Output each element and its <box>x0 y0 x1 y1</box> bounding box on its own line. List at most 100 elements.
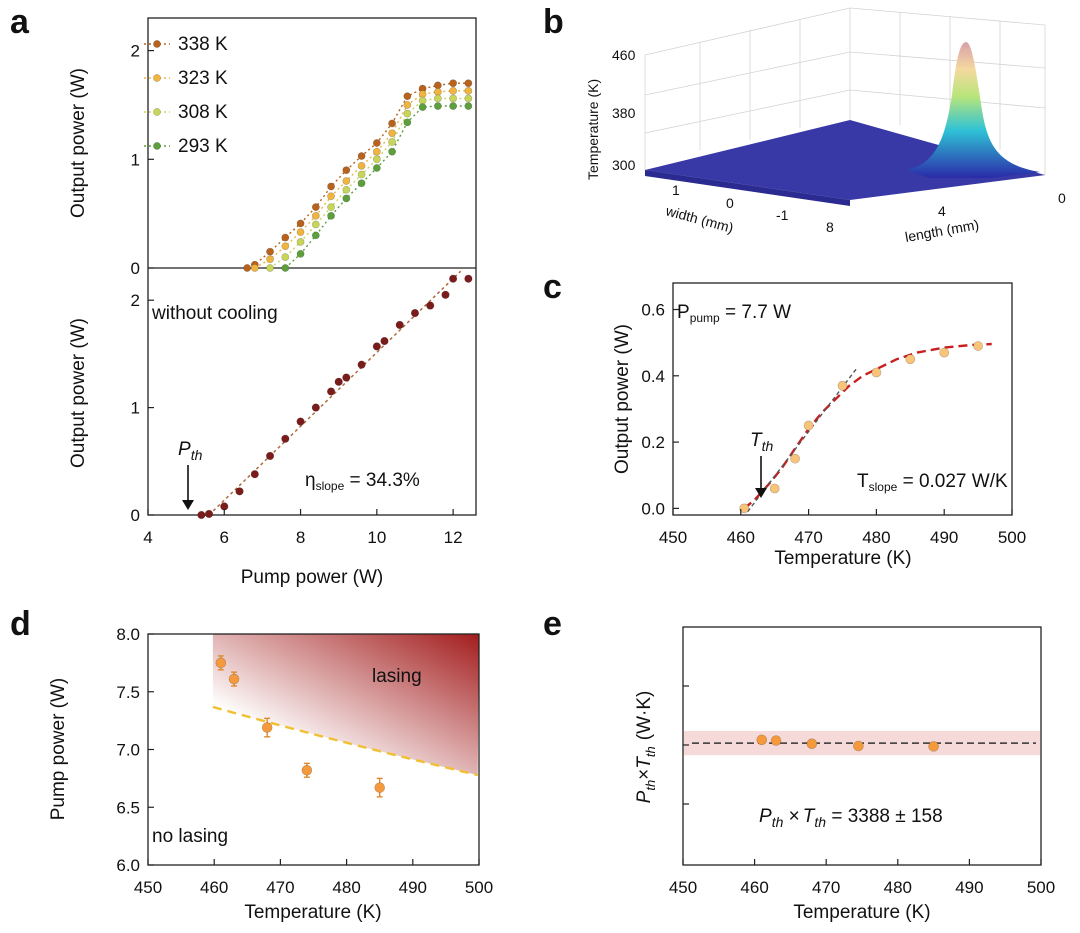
d-xtick-label: 460 <box>200 878 228 897</box>
a-top-line-293K <box>284 105 469 269</box>
c-point <box>803 420 814 431</box>
e-xtick-label: 500 <box>1027 878 1055 897</box>
c-point <box>905 354 916 365</box>
b-surface-base <box>645 120 1045 200</box>
legend-marker <box>153 40 161 48</box>
a-top-point <box>311 203 320 212</box>
b-width-tick-m1: -1 <box>776 207 789 223</box>
a-bottom-ylabel: Output power (W) <box>68 318 89 468</box>
panel-d: 450 460 470 480 490 500 6.0 6.5 7.0 7.5 8.0 Pump … <box>48 625 493 923</box>
a-bottom-xtick-label: 4 <box>143 528 152 547</box>
e-points <box>756 734 939 752</box>
c-point <box>973 341 983 351</box>
b-width-tick-0: 0 <box>726 195 734 211</box>
a-bottom-point <box>265 451 275 461</box>
a-bottom-point <box>410 309 420 318</box>
a-top-point <box>372 139 381 147</box>
a-top-ylabel: Output power (W) <box>68 68 89 218</box>
panel-b: 460 380 300 1 0 -1 8 4 0 Temperature (K)… <box>585 7 1066 245</box>
c-xtick-label: 470 <box>794 528 822 547</box>
a-top-point <box>342 166 351 175</box>
c-points <box>739 341 983 514</box>
a-top-point <box>449 102 458 110</box>
b-length-tick-4: 4 <box>938 203 946 219</box>
eta-slope-label: ηslope = 34.3% <box>305 470 420 493</box>
a-bottom-ytick-label: 2 <box>131 291 140 310</box>
a-bottom-point <box>281 434 290 443</box>
a-bottom-point <box>357 360 366 369</box>
b-width-tick-1: 1 <box>672 182 680 198</box>
a-top-point <box>403 118 412 127</box>
c-ytick-label: 0.2 <box>641 433 665 452</box>
e-point <box>756 734 768 746</box>
a-top-point <box>357 170 366 179</box>
a-bottom-points <box>197 274 473 520</box>
legend-label: 323 K <box>178 68 228 89</box>
d-ytick-label: 8.0 <box>116 625 140 644</box>
a-top-point <box>449 94 458 103</box>
d-xtick-label: 490 <box>399 878 427 897</box>
c-point <box>837 380 848 391</box>
a-top-point <box>311 231 320 240</box>
a-top-point <box>357 179 366 188</box>
a-bottom-point <box>426 301 435 310</box>
a-top-point <box>388 138 396 146</box>
c-xtick-label: 460 <box>727 528 755 547</box>
tslope-label: Tslope = 0.027 W/K <box>857 471 1008 494</box>
e-xlabel: Temperature (K) <box>793 902 930 923</box>
d-xlabel: Temperature (K) <box>244 902 381 923</box>
a-top-point <box>464 79 473 88</box>
b-surface-edge <box>645 170 850 206</box>
a-bottom-fit-line <box>208 270 462 516</box>
tth-arrow-head <box>755 488 767 498</box>
d-ytick-label: 6.5 <box>116 798 140 817</box>
a-top-point <box>281 233 290 242</box>
a-top-point <box>296 219 305 228</box>
d-ytick-label: 7.0 <box>116 741 140 760</box>
a-bottom-point <box>342 373 351 382</box>
a-top-points <box>243 79 473 272</box>
c-yticks: 0.0 0.2 0.4 0.6 <box>641 301 679 518</box>
a-top-point <box>266 247 274 256</box>
panel-label-a: a <box>10 3 30 41</box>
a-bottom-point <box>441 290 450 299</box>
a-bottom-point <box>334 377 343 386</box>
b-length-tick-8: 8 <box>826 219 834 235</box>
a-top-point <box>388 147 396 156</box>
a-top-point <box>449 86 458 95</box>
a-top-point <box>327 192 335 201</box>
a-top-point <box>433 81 442 90</box>
b-length-tick-0: 0 <box>1058 190 1066 206</box>
legend-label: 293 K <box>178 136 228 157</box>
a-top-point <box>281 253 290 262</box>
d-xtick-label: 500 <box>465 878 493 897</box>
c-slope <box>747 368 857 513</box>
e-xticks: 450 460 470 480 490 500 <box>669 859 1055 897</box>
e-point <box>806 738 818 749</box>
c-xtick-label: 450 <box>659 528 687 547</box>
a-top-point <box>449 79 458 88</box>
d-point <box>215 657 227 669</box>
a-top-point <box>418 90 427 98</box>
d-point <box>301 764 313 776</box>
a-top-point <box>296 228 305 237</box>
a-top-point <box>418 103 427 112</box>
d-ylabel: Pump power (W) <box>48 678 69 821</box>
c-point <box>939 347 950 358</box>
a-bottom-yticks: 0 1 2 <box>131 291 154 525</box>
a-bottom-point <box>235 487 244 496</box>
a-bottom-xtick-label: 12 <box>444 528 463 547</box>
a-top-point <box>311 220 320 229</box>
a-top-point <box>403 101 412 109</box>
a-top-point <box>327 182 335 191</box>
pth-label: Pth <box>178 439 203 463</box>
a-bottom-ytick-label: 0 <box>131 506 140 525</box>
a-top-point <box>342 185 351 194</box>
c-point <box>739 503 750 514</box>
a-top-point <box>327 203 335 212</box>
a-top-yticks: 0 1 2 <box>131 42 154 278</box>
a-top-ytick-label: 0 <box>131 259 140 278</box>
a-top-lines <box>246 82 469 269</box>
d-point <box>228 673 240 685</box>
e-point <box>770 735 782 746</box>
